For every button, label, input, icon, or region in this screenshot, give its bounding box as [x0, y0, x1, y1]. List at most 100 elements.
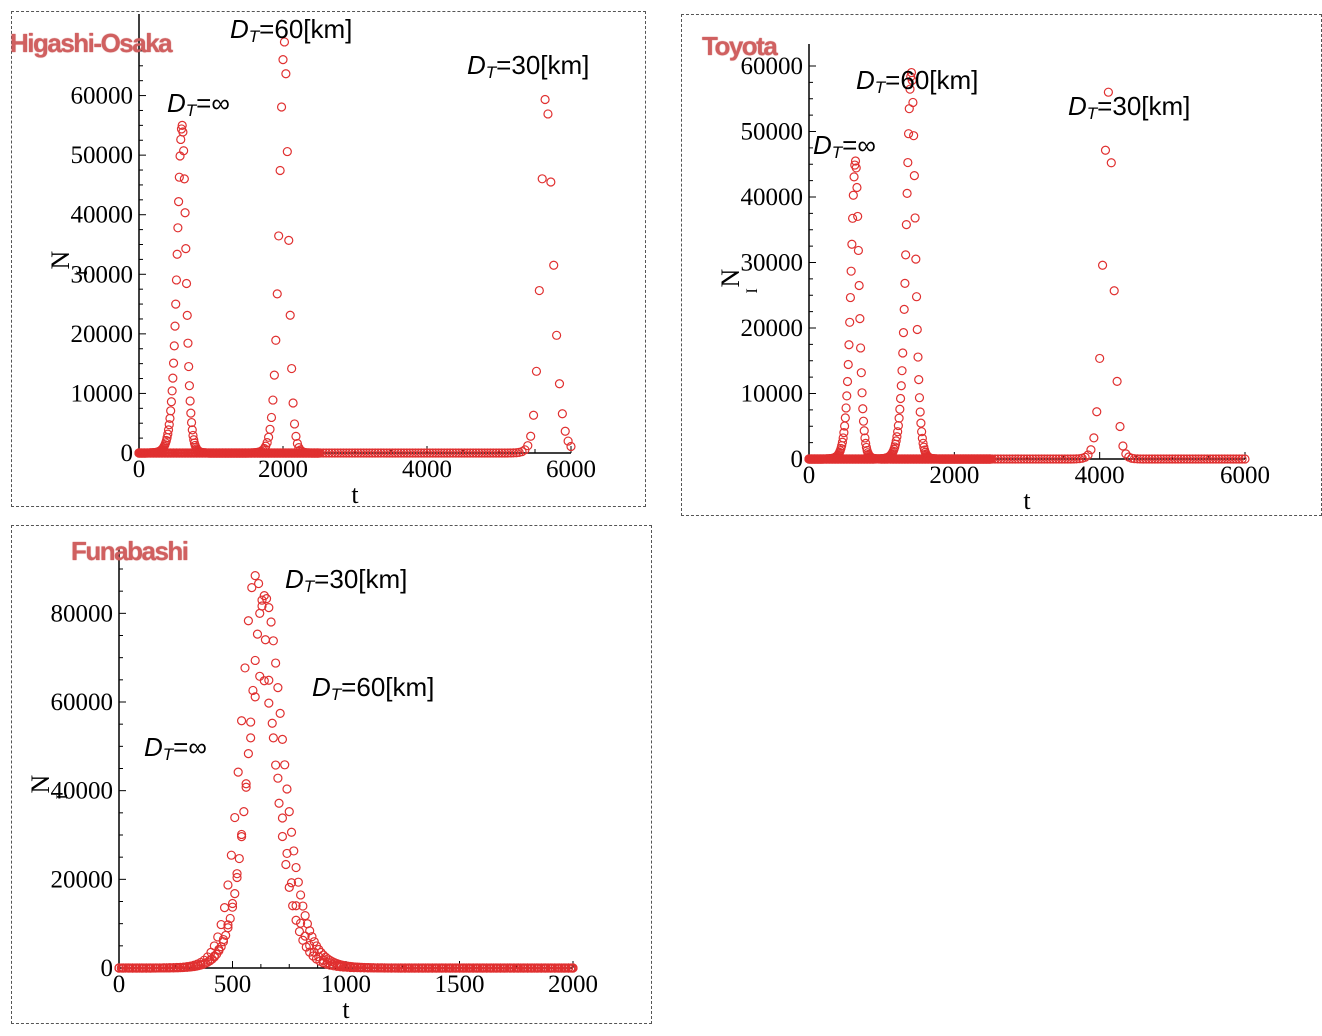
data-point: [929, 454, 939, 464]
data-point: [166, 448, 176, 458]
data-point: [173, 223, 183, 233]
y-tick-label: 60000: [741, 53, 804, 80]
data-point: [273, 683, 283, 693]
data-point: [557, 409, 567, 419]
data-point: [1034, 454, 1044, 464]
data-point: [513, 963, 524, 973]
data-point: [168, 963, 179, 973]
data-point: [856, 368, 866, 378]
data-point: [898, 328, 909, 338]
data-point: [163, 448, 173, 458]
data-point: [248, 685, 258, 696]
data-point: [177, 120, 187, 130]
x-axis-label: t: [342, 995, 350, 1024]
data-point: [486, 963, 496, 973]
data-point: [824, 454, 834, 464]
data-point: [849, 172, 859, 182]
data-point: [1039, 454, 1050, 464]
annotation-dt30: DT=30[km]: [285, 564, 408, 596]
data-point: [527, 963, 537, 973]
data-point: [848, 454, 858, 464]
data-point: [941, 454, 951, 464]
data-point: [1112, 376, 1122, 386]
data-point: [209, 951, 219, 961]
data-point: [284, 807, 294, 817]
data-point: [230, 889, 240, 899]
data-point: [413, 448, 423, 458]
data-point: [356, 448, 366, 458]
data-point: [450, 963, 460, 973]
data-point: [917, 433, 927, 443]
data-point: [179, 174, 189, 184]
data-point: [258, 448, 268, 458]
data-point: [1007, 454, 1018, 464]
data-point: [269, 370, 279, 380]
data-point: [177, 448, 187, 458]
data-point: [901, 250, 911, 260]
data-point: [885, 454, 895, 464]
data-point: [236, 716, 247, 726]
data-point: [209, 448, 219, 458]
data-point: [336, 961, 347, 971]
data-point: [274, 231, 284, 241]
data-point: [164, 420, 174, 430]
data-point: [132, 963, 142, 973]
data-point: [246, 717, 256, 727]
data-point: [534, 285, 544, 296]
data-point: [314, 944, 324, 955]
data-point: [943, 454, 954, 464]
series-1: [114, 571, 577, 973]
data-point: [1016, 454, 1026, 464]
data-point: [350, 962, 360, 972]
data-point: [160, 448, 170, 458]
data-point: [296, 890, 306, 900]
data-point: [292, 448, 302, 458]
data-point: [480, 448, 490, 458]
data-point: [1240, 454, 1250, 464]
data-point: [235, 448, 245, 458]
data-point: [1205, 454, 1215, 464]
data-point: [272, 448, 282, 458]
data-point: [918, 438, 928, 448]
data-point: [370, 448, 380, 458]
data-point: [1106, 158, 1116, 168]
chart-panel-funabashi: 0 500 1000 1500 2000 0 20000 40000 60000 80000 t N I…: [11, 525, 652, 1024]
data-point: [546, 177, 556, 187]
data-point: [1179, 454, 1189, 464]
data-point: [183, 338, 193, 348]
series-2: [134, 94, 576, 458]
data-point: [273, 773, 283, 783]
chart-panel-toyota: 0 2000 4000 6000 0 10000 20000 30000 40000 50000 6…: [681, 14, 1322, 516]
data-point: [181, 244, 191, 254]
data-point: [277, 831, 288, 842]
x-axis-label: t: [351, 480, 359, 509]
data-point: [898, 348, 908, 358]
data-point: [946, 454, 957, 464]
data-point: [897, 454, 907, 464]
data-point: [938, 454, 948, 464]
data-point: [892, 432, 902, 442]
data-point: [1199, 454, 1209, 464]
data-point: [180, 208, 190, 218]
data-point: [909, 131, 919, 141]
data-point: [123, 963, 133, 973]
data-point: [911, 292, 922, 302]
x-tick-label: 0: [133, 456, 146, 483]
data-point: [425, 448, 435, 458]
city-label: Toyota: [702, 31, 778, 61]
data-point: [171, 275, 182, 285]
data-point: [1141, 454, 1151, 464]
data-point: [836, 454, 846, 464]
data-point: [223, 920, 233, 930]
data-point: [150, 963, 160, 973]
data-point: [842, 391, 852, 401]
data-point: [853, 454, 864, 464]
x-axis-label: t: [1023, 486, 1031, 515]
data-point: [549, 260, 559, 270]
data-point: [377, 963, 387, 973]
data-point: [176, 134, 186, 145]
y-axis-label: N: [26, 775, 55, 794]
data-point: [172, 249, 182, 259]
data-point: [168, 373, 178, 383]
data-point: [355, 962, 365, 973]
